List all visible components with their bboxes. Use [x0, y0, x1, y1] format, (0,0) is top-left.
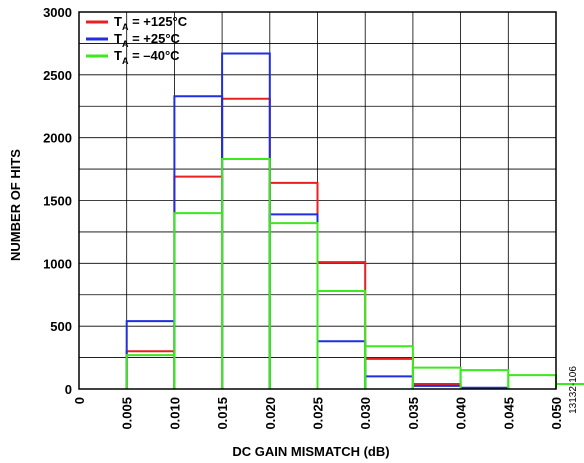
y-tick-labels: 0 500 1000 1500 2000 2500 3000 [43, 5, 72, 397]
bar-series-2-bin-2 [173, 95, 224, 389]
figure-code: 13132-106 [568, 366, 579, 414]
bar-series-3-bin-2 [173, 212, 224, 389]
bar-series-3-bin-3 [221, 158, 271, 389]
x-tick-label: 0.045 [501, 397, 516, 430]
y-tick-label: 2000 [43, 131, 72, 146]
bar-series-2-bin-6 [364, 375, 414, 389]
bar-series-2-bin-5 [316, 340, 367, 389]
y-tick-label: 1500 [43, 194, 72, 209]
x-axis-title: DC GAIN MISMATCH (dB) [232, 444, 389, 459]
legend-label-3: TA = –40°C [114, 48, 180, 66]
y-tick-label: 0 [65, 382, 72, 397]
x-tick-label: 0.040 [454, 397, 469, 430]
legend-label-2: TA = +25°C [114, 31, 181, 49]
bar-series-1-bin-5 [316, 261, 367, 389]
legend-label-1: TA = +125°C [114, 14, 188, 32]
bar-series-3-bin-6 [364, 345, 414, 389]
x-tick-label: 0.035 [406, 397, 421, 430]
y-tick-label: 2500 [43, 68, 72, 83]
bar-series-3-bin-8 [459, 369, 510, 389]
x-tick-label: 0.015 [215, 397, 230, 430]
x-tick-label: 0 [72, 397, 87, 404]
y-tick-label: 3000 [43, 5, 72, 20]
bar-series-3-bin-5 [316, 289, 367, 389]
bar-series-3-bin-9 [507, 374, 557, 389]
bar-series-3-bin-1 [125, 354, 176, 389]
x-tick-labels: 0 0.005 0.010 0.015 0.020 0.025 0.030 0.035 0.04… [72, 397, 564, 430]
bar-series-1-bin-1 [125, 350, 176, 389]
x-tick-label: 0.005 [120, 397, 135, 430]
bar-series-1-bin-2 [173, 175, 224, 389]
bar-series-1-bin-3 [221, 97, 271, 389]
legend: TA = +125°CTA = +25°CTA = –40°C [86, 14, 188, 66]
x-tick-label: 0.030 [358, 397, 373, 430]
plot-frame [78, 11, 557, 390]
x-tick-label: 0.020 [263, 397, 278, 430]
bar-series-2-bin-4 [268, 213, 319, 389]
bars [125, 52, 584, 389]
x-tick-label: 0.025 [311, 397, 326, 430]
bar-series-1-bin-6 [364, 357, 414, 389]
x-tick-label: 0.010 [167, 397, 182, 430]
y-axis-title: NUMBER OF HITS [8, 149, 23, 261]
x-tick-label: 0.050 [549, 397, 564, 430]
y-tick-label: 1000 [43, 256, 72, 271]
y-tick-label: 500 [50, 319, 72, 334]
bar-series-3-bin-4 [268, 222, 319, 389]
bar-series-2-bin-3 [221, 52, 271, 389]
